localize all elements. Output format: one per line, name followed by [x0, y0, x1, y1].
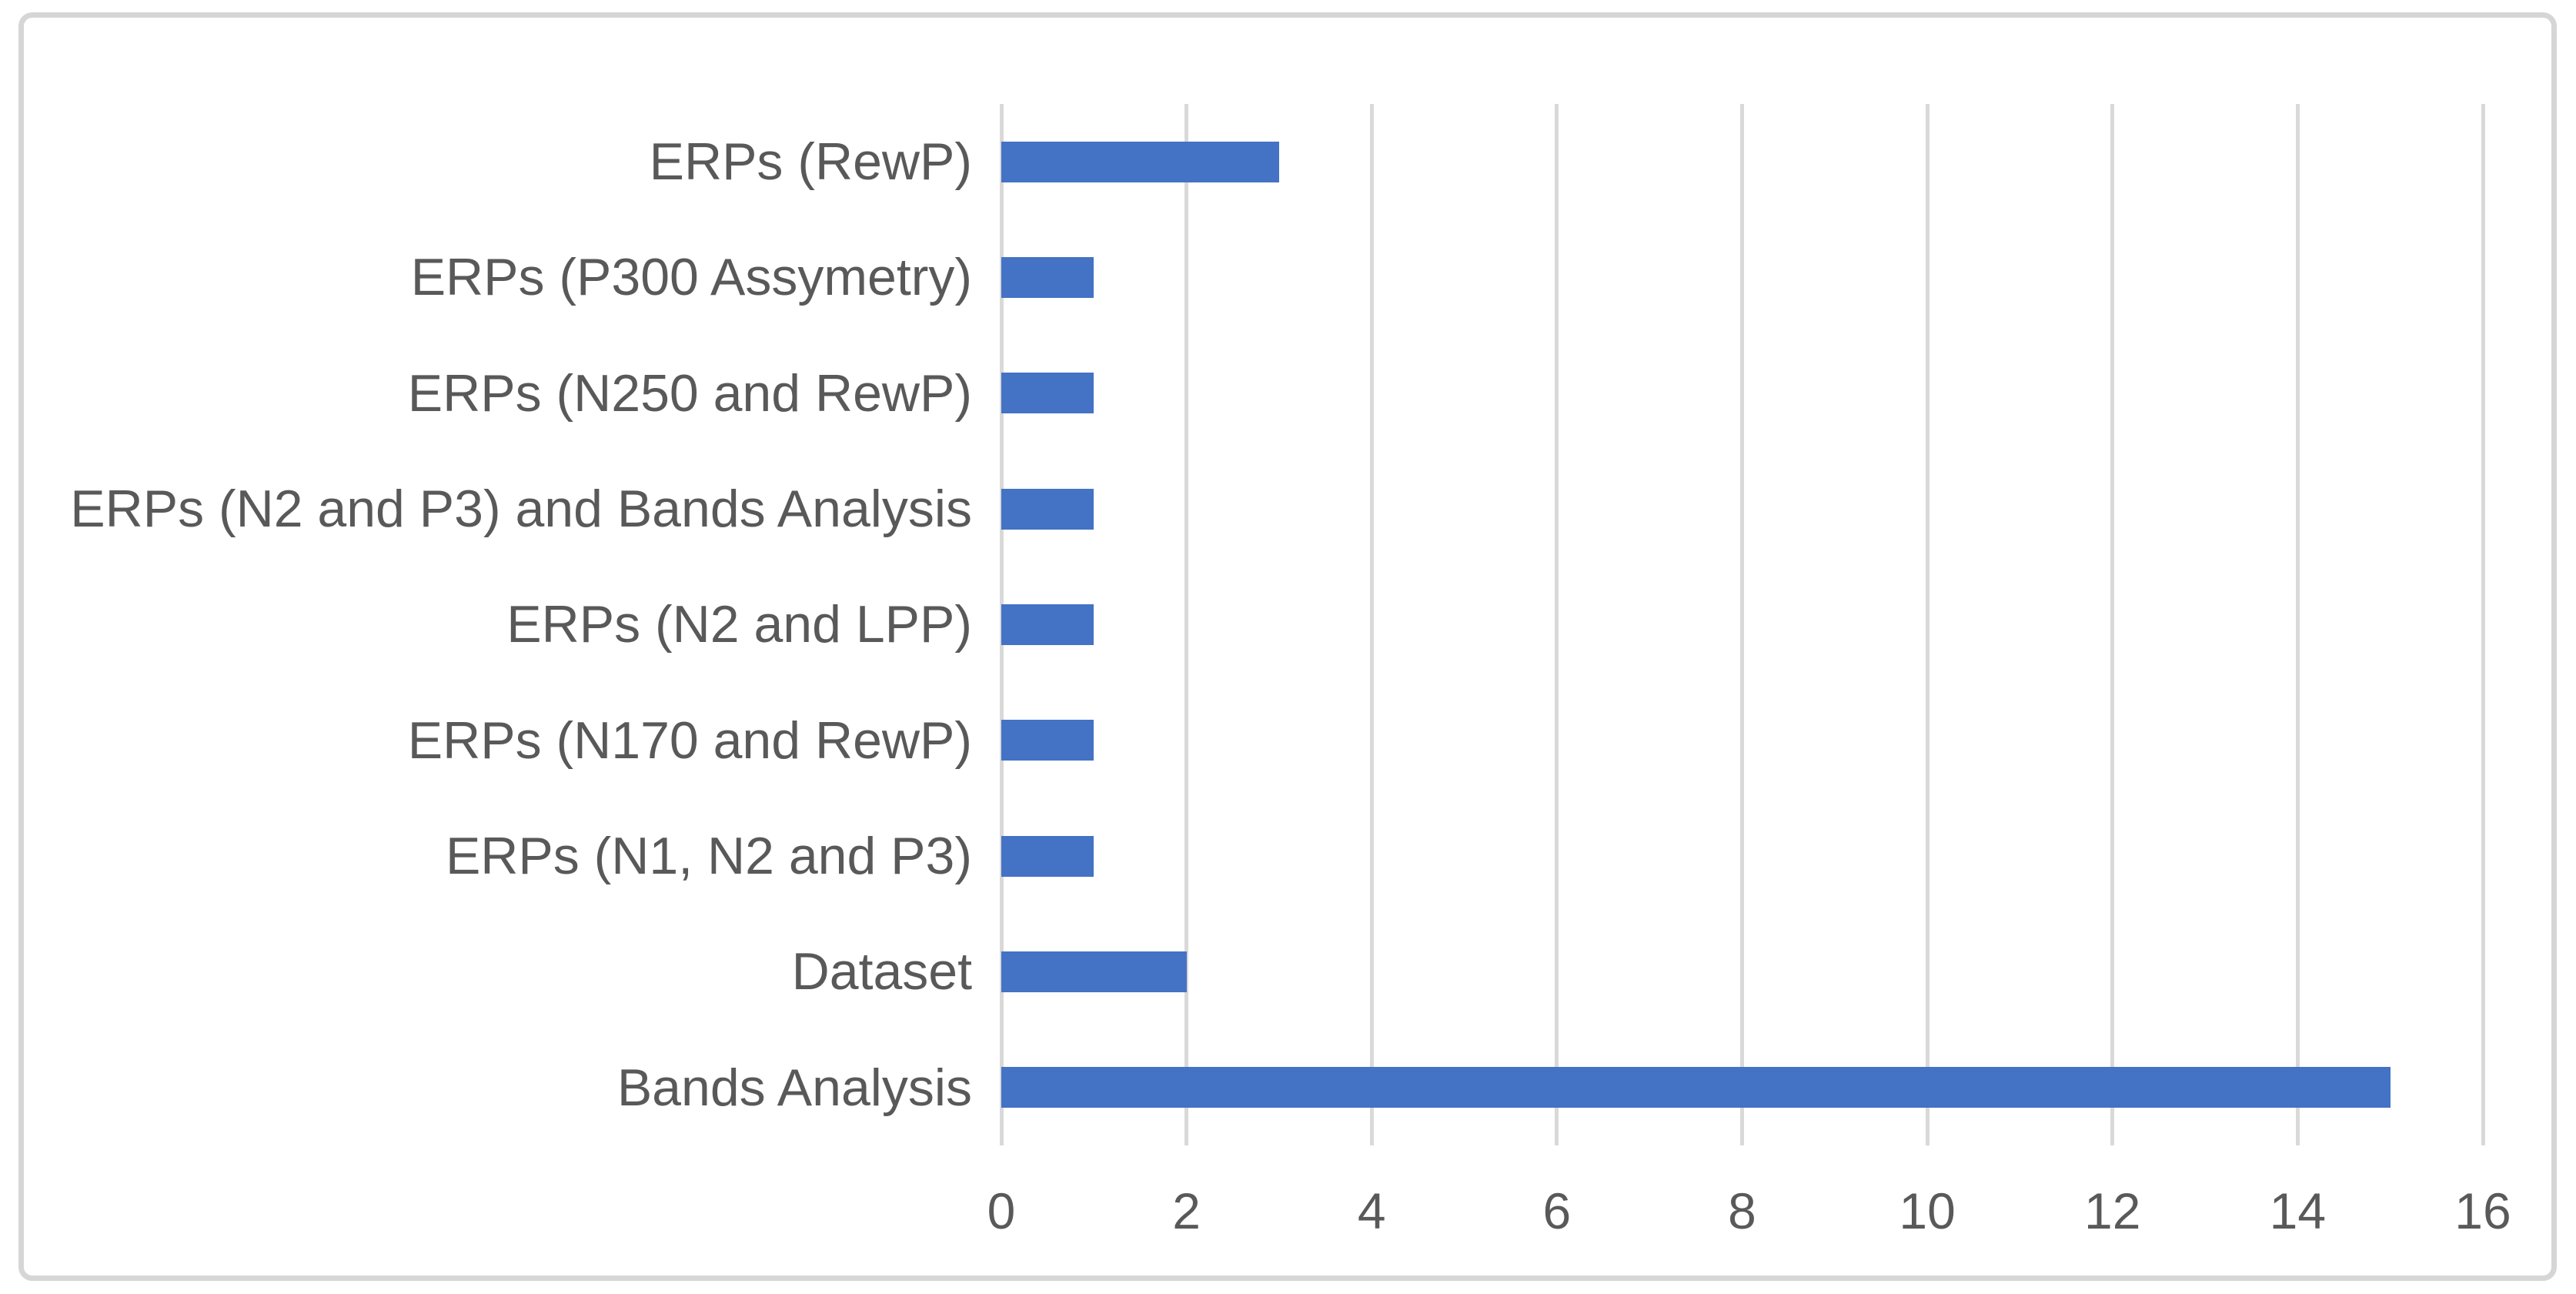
x-tick-label: 12 — [2084, 1182, 2141, 1239]
bar — [1001, 604, 1094, 645]
gridline — [1740, 104, 1744, 1145]
category-label: ERPs (P300 Assymetry) — [410, 248, 972, 307]
category-label: ERPs (RewP) — [649, 132, 972, 192]
gridline — [2110, 104, 2115, 1145]
x-tick-label: 4 — [1357, 1182, 1386, 1239]
bar — [1001, 488, 1094, 530]
x-tick-label: 6 — [1542, 1182, 1572, 1239]
category-label: Bands Analysis — [616, 1058, 972, 1117]
x-axis-tick-labels: 0 2 4 6 8 10 12 14 16 — [24, 1182, 2551, 1251]
bar — [1001, 257, 1094, 298]
gridline — [2295, 104, 2300, 1145]
x-tick-label: 2 — [1172, 1182, 1201, 1239]
bar — [1001, 1067, 2391, 1108]
category-label: ERPs (N250 and RewP) — [407, 363, 972, 423]
gridline — [1184, 104, 1189, 1145]
x-tick-label: 16 — [2454, 1182, 2511, 1239]
gridline — [2481, 104, 2485, 1145]
gridline — [1925, 104, 1929, 1145]
x-tick-label: 14 — [2269, 1182, 2327, 1239]
x-tick-label: 8 — [1728, 1182, 1756, 1239]
bar — [1001, 951, 1187, 992]
gridline — [1369, 104, 1374, 1145]
bar — [1001, 141, 1279, 182]
category-label: Dataset — [791, 942, 972, 1001]
bar — [1001, 720, 1094, 761]
y-axis-category-labels: ERPs (RewP) ERPs (P300 Assymetry) ERPs (N2… — [24, 104, 972, 1145]
category-label: ERPs (N1, N2 and P3) — [445, 827, 972, 886]
category-label: ERPs (N2 and LPP) — [506, 595, 972, 654]
category-label: ERPs (N170 and RewP) — [407, 711, 972, 770]
gridline — [1555, 104, 1559, 1145]
x-tick-label: 0 — [987, 1182, 1016, 1239]
chart-frame: ERPs (RewP) ERPs (P300 Assymetry) ERPs (N2… — [18, 12, 2557, 1281]
bar — [1001, 835, 1094, 877]
bar — [1001, 373, 1094, 414]
x-tick-label: 10 — [1899, 1182, 1956, 1239]
category-label: ERPs (N2 and P3) and Bands Analysis — [70, 480, 972, 539]
plot-area — [999, 104, 2485, 1145]
